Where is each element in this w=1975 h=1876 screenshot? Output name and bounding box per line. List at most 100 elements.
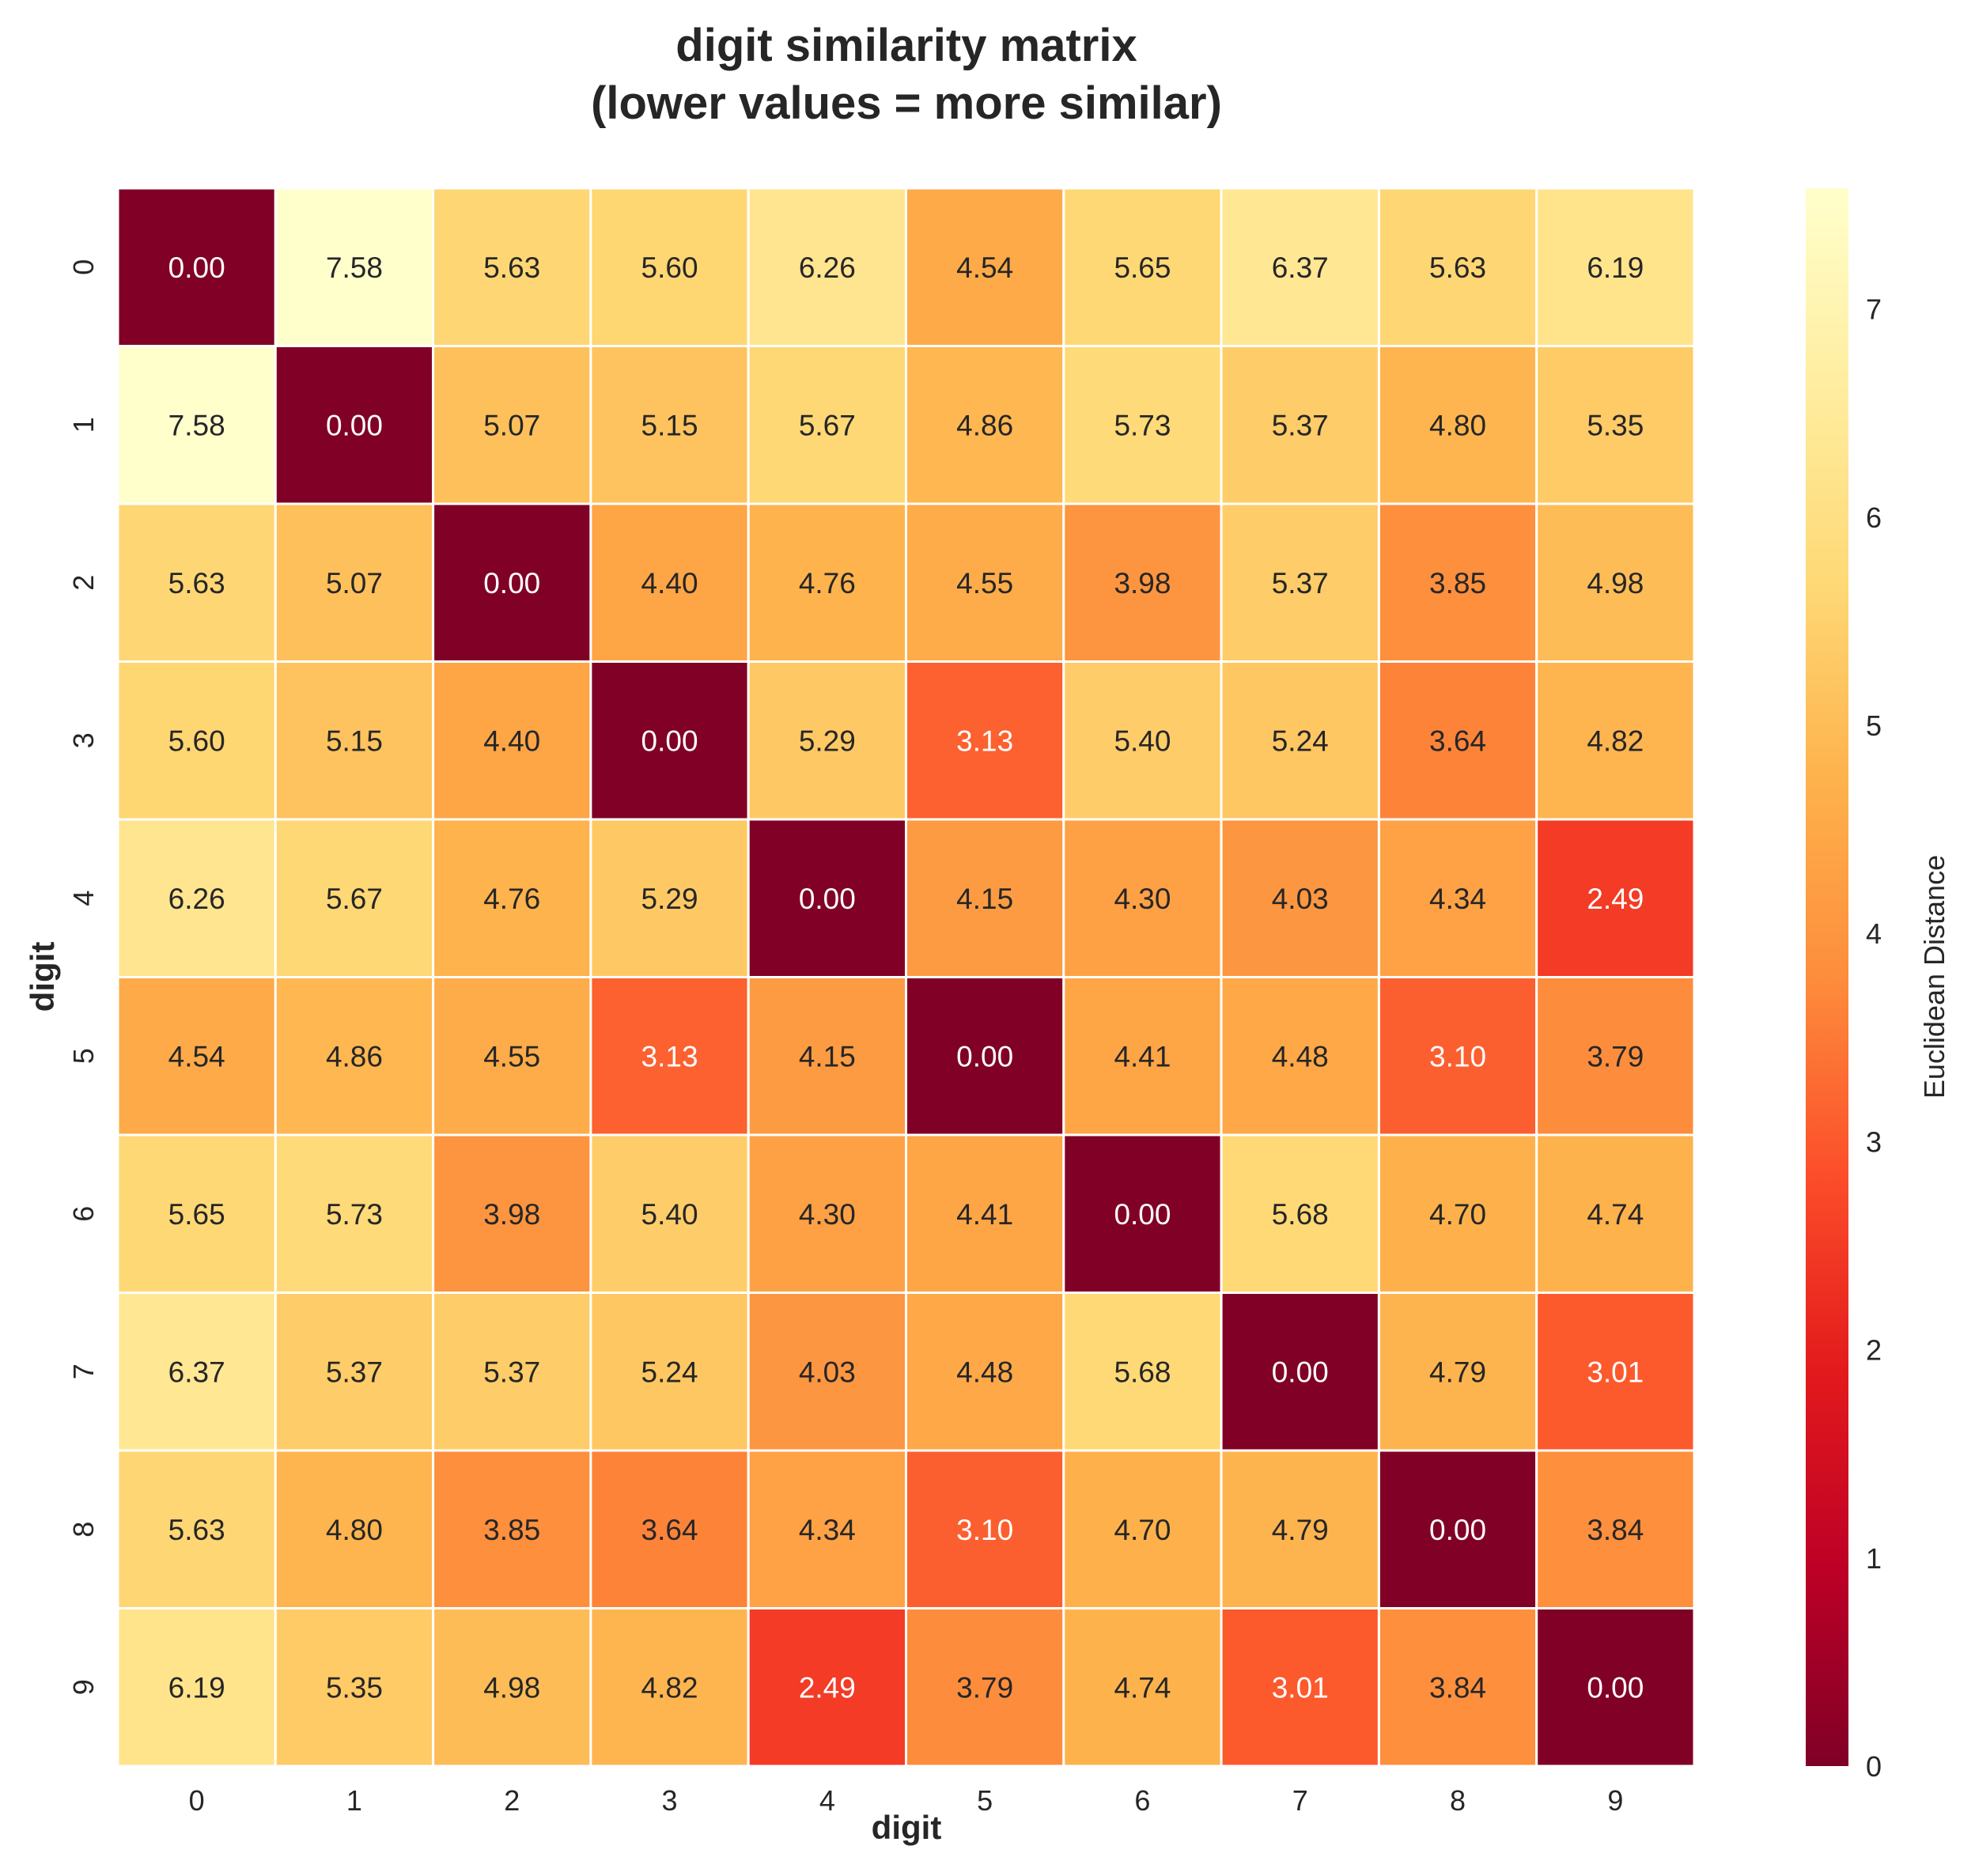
heatmap-cell-value: 4.70 <box>1429 1198 1486 1231</box>
y-tick-label: 7 <box>67 1364 100 1379</box>
y-tick-label: 5 <box>67 1048 100 1064</box>
y-tick-label: 6 <box>67 1206 100 1222</box>
heatmap-cell <box>1535 1449 1696 1609</box>
heatmap-cell <box>1062 818 1223 978</box>
heatmap-cell-value: 3.01 <box>1587 1356 1644 1388</box>
heatmap-cell <box>1535 187 1696 347</box>
colorbar-tick-label: 1 <box>1866 1542 1882 1575</box>
heatmap-cell <box>905 1133 1065 1294</box>
heatmap-cell-value: 4.98 <box>483 1671 540 1704</box>
heatmap-cell <box>432 818 592 978</box>
heatmap-cell <box>905 345 1065 505</box>
heatmap-cell <box>1220 818 1380 978</box>
heatmap-cell <box>1062 1449 1223 1609</box>
heatmap-cell <box>747 502 908 663</box>
heatmap-cell-value: 3.84 <box>1587 1514 1644 1546</box>
heatmap-cell <box>432 502 592 663</box>
x-tick-label: 4 <box>819 1784 835 1817</box>
heatmap-cell-value: 0.00 <box>326 409 383 441</box>
heatmap-cell-value: 4.82 <box>1587 724 1644 757</box>
colorbar-tick-label: 0 <box>1866 1750 1882 1783</box>
heatmap-cell-value: 5.65 <box>168 1198 225 1231</box>
chart-title: digit similarity matrix <box>675 20 1137 71</box>
heatmap-cell-value: 4.15 <box>956 883 1013 915</box>
heatmap-cell <box>1377 502 1538 663</box>
heatmap-cell-value: 6.26 <box>799 252 856 284</box>
y-tick-label: 2 <box>67 575 100 591</box>
heatmap-cell <box>1062 1607 1223 1768</box>
heatmap-cell-value: 6.37 <box>168 1356 225 1388</box>
heatmap-cell <box>1062 1133 1223 1294</box>
heatmap-cell-value: 6.26 <box>168 883 225 915</box>
heatmap-cell-value: 0.00 <box>1114 1198 1171 1231</box>
heatmap-cell-value: 0.00 <box>1272 1356 1329 1388</box>
colorbar-tick-label: 2 <box>1866 1334 1882 1367</box>
heatmap-cell-value: 3.98 <box>483 1198 540 1231</box>
heatmap-cell <box>1062 345 1223 505</box>
heatmap-cell <box>1220 1607 1380 1768</box>
heatmap-cell-value: 5.07 <box>483 409 540 441</box>
heatmap-cell <box>116 502 277 663</box>
x-tick-label: 9 <box>1607 1784 1623 1817</box>
heatmap-cell <box>1535 1292 1696 1452</box>
heatmap-cell-value: 3.98 <box>1114 567 1171 599</box>
heatmap-cell-value: 5.63 <box>1429 252 1486 284</box>
heatmap-cell-value: 5.68 <box>1114 1356 1171 1388</box>
heatmap-cell-value: 5.67 <box>326 883 383 915</box>
heatmap-cell-value: 4.40 <box>641 567 698 599</box>
heatmap-cell <box>274 1607 435 1768</box>
y-tick-label: 0 <box>67 259 100 275</box>
heatmap-cell-value: 5.15 <box>641 409 698 441</box>
heatmap-cell-value: 5.37 <box>1272 409 1329 441</box>
x-tick-label: 1 <box>346 1784 362 1817</box>
heatmap-cell <box>116 1133 277 1294</box>
heatmap-cell <box>1535 345 1696 505</box>
y-tick-label: 1 <box>67 417 100 433</box>
heatmap-cell <box>116 187 277 347</box>
heatmap-cell <box>589 1133 750 1294</box>
heatmap-cell-value: 3.64 <box>1429 724 1486 757</box>
heatmap-cell-value: 6.19 <box>168 1671 225 1704</box>
heatmap-cell <box>1062 502 1223 663</box>
heatmap-cell-value: 7.58 <box>326 252 383 284</box>
y-tick-label: 3 <box>67 732 100 748</box>
heatmap-cell-value: 5.63 <box>483 252 540 284</box>
heatmap-cell-value: 5.65 <box>1114 252 1171 284</box>
colorbar-tick-label: 3 <box>1866 1125 1882 1158</box>
heatmap-cell <box>116 976 277 1137</box>
heatmap-cell-value: 4.86 <box>326 1040 383 1072</box>
heatmap-cell <box>116 1449 277 1609</box>
heatmap-cell <box>589 345 750 505</box>
colorbar-label: Euclidean Distance <box>1918 855 1950 1099</box>
heatmap-cell <box>1377 818 1538 978</box>
heatmap-cell-value: 4.76 <box>799 567 856 599</box>
heatmap-cell-value: 5.35 <box>1587 409 1644 441</box>
heatmap-cell <box>432 1449 592 1609</box>
y-tick-label: 4 <box>67 891 100 906</box>
heatmap-cell-value: 4.15 <box>799 1040 856 1072</box>
heatmap-cell <box>116 1607 277 1768</box>
heatmap-cell <box>432 976 592 1137</box>
heatmap-cell-value: 0.00 <box>1429 1514 1486 1546</box>
heatmap-cell-value: 4.74 <box>1587 1198 1644 1231</box>
heatmap-cell <box>274 187 435 347</box>
heatmap-cell <box>1220 1133 1380 1294</box>
heatmap-cell-value: 3.13 <box>956 724 1013 757</box>
heatmap-cell-value: 3.79 <box>956 1671 1013 1704</box>
heatmap-cell-value: 4.98 <box>1587 567 1644 599</box>
heatmap-cell-value: 3.10 <box>956 1514 1013 1546</box>
heatmap-cell <box>1377 1449 1538 1609</box>
heatmap-cell-value: 5.68 <box>1272 1198 1329 1231</box>
x-axis-ticks: 0 1 2 3 4 5 6 7 8 9 <box>189 1784 1624 1817</box>
heatmap-cell <box>274 502 435 663</box>
colorbar-tick-label: 6 <box>1866 501 1882 534</box>
heatmap-cell-value: 5.29 <box>641 883 698 915</box>
x-tick-label: 0 <box>189 1784 205 1817</box>
heatmap-cell <box>1062 660 1223 821</box>
heatmap-cell <box>1220 1449 1380 1609</box>
heatmap-cell <box>747 1607 908 1768</box>
heatmap-cell <box>274 1449 435 1609</box>
heatmap-cell-value: 5.67 <box>799 409 856 441</box>
heatmap-cell <box>1535 1133 1696 1294</box>
y-tick-label: 8 <box>67 1522 100 1537</box>
